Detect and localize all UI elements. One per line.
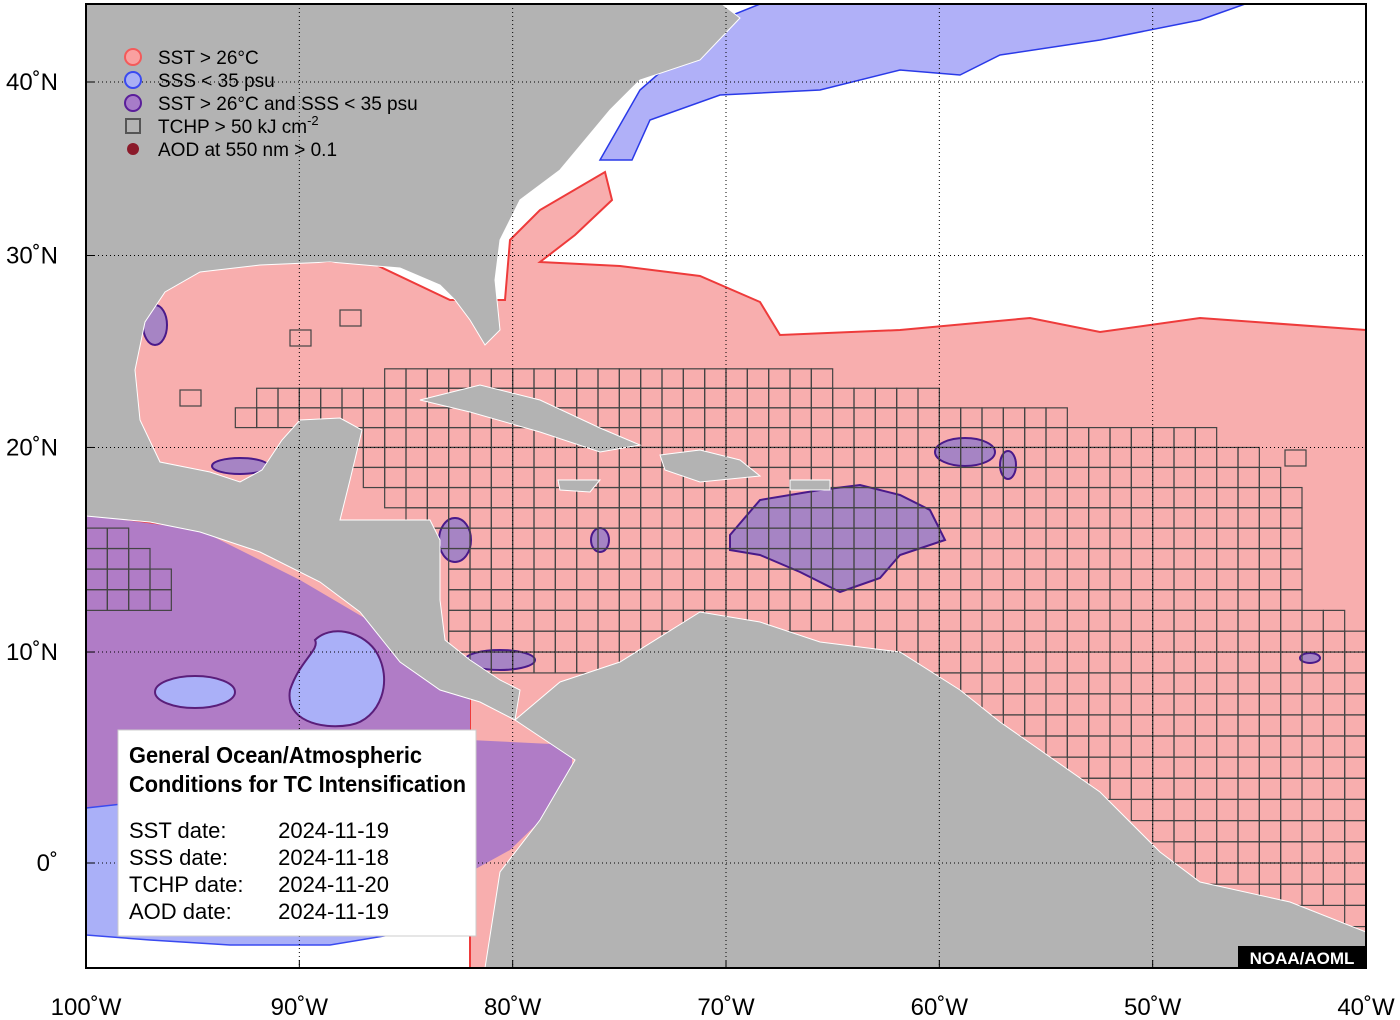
island [419, 384, 642, 453]
legend-symbol [127, 143, 139, 155]
date-label: SSS date: [129, 845, 228, 870]
date-value: 2024-11-18 [278, 845, 389, 870]
sst-sss-region [999, 450, 1017, 480]
sst-sss-region [934, 437, 996, 467]
y-tick-label: 0˚ [37, 850, 58, 877]
island [659, 449, 762, 483]
y-tick-label: 30˚N [6, 243, 58, 270]
tchp-cell [149, 568, 172, 591]
legend-text: SSS < 35 psu [158, 71, 275, 92]
credit: NOAA/AOML [1250, 949, 1355, 968]
tchp-cell [1237, 446, 1260, 469]
legend-symbol [125, 118, 141, 134]
legend-symbol [124, 71, 142, 89]
island [557, 479, 602, 493]
info-title: General Ocean/Atmospheric [129, 742, 422, 768]
legend-label: SST > 26°C [158, 48, 259, 69]
date-value: 2024-11-20 [278, 872, 389, 897]
tchp-cell [179, 389, 202, 407]
land [86, 4, 741, 721]
sss-region [154, 675, 236, 709]
sss-region [288, 630, 385, 728]
x-tick-label: 60˚W [911, 994, 969, 1020]
tchp-cell [1045, 407, 1068, 429]
x-tick-label: 80˚W [484, 994, 542, 1020]
date-label: SST date: [129, 818, 226, 843]
legend-text: AOD at 550 nm > 0.1 [158, 140, 337, 161]
legend-label: TCHP > 50 kJ cm-2 [158, 113, 319, 138]
island [789, 479, 831, 491]
x-tick-label: 40˚W [1337, 994, 1395, 1020]
legend-text: SST > 26°C and SSS < 35 psu [158, 94, 418, 115]
tchp-cell [1280, 486, 1303, 509]
x-tick-label: 70˚W [697, 994, 755, 1020]
y-tick-label: 40˚N [6, 69, 58, 96]
tchp-cells [86, 309, 1366, 928]
legend-text: SST > 26°C [158, 48, 259, 69]
legend-text: TCHP > 50 kJ cm [158, 117, 307, 138]
info-title: Conditions for TC Intensification [129, 771, 466, 797]
sst-sss-region [438, 517, 472, 563]
date-label: TCHP date: [129, 872, 244, 897]
y-tick-label: 20˚N [6, 434, 58, 461]
tchp-cell [339, 309, 362, 327]
legend-label: SST > 26°C and SSS < 35 psu [158, 94, 418, 115]
tchp-cell [1258, 466, 1282, 489]
tchp-cell [128, 547, 151, 570]
tchp-cell [106, 527, 130, 550]
info-box [117, 729, 477, 937]
sst-sss-region [1299, 652, 1321, 664]
tchp-cell [1322, 609, 1346, 632]
x-tick-label: 90˚W [271, 994, 329, 1020]
date-value: 2024-11-19 [278, 818, 389, 843]
legend-label: AOD at 550 nm > 0.1 [158, 140, 337, 161]
tchp-cell [289, 329, 312, 347]
tchp-cell [917, 387, 940, 409]
legend-symbol [124, 94, 142, 112]
tchp-cell [810, 368, 834, 389]
date-value: 2024-11-19 [278, 899, 389, 924]
credit-box [1238, 946, 1366, 968]
overlay: 100˚W 90˚W 80˚W 70˚W 60˚W 50˚W 40˚W 40˚N 30˚N 20˚… [6, 48, 1395, 1020]
land [484, 611, 1366, 968]
tchp-cell [1284, 449, 1307, 467]
legend-symbol [124, 48, 142, 66]
legend-superscript: -2 [307, 113, 319, 128]
x-tick-label: 50˚W [1124, 994, 1182, 1020]
legend-label: SSS < 35 psu [158, 71, 275, 92]
x-tick-label: 100˚W [51, 994, 122, 1020]
y-tick-label: 10˚N [6, 639, 58, 666]
date-label: AOD date: [129, 899, 232, 924]
